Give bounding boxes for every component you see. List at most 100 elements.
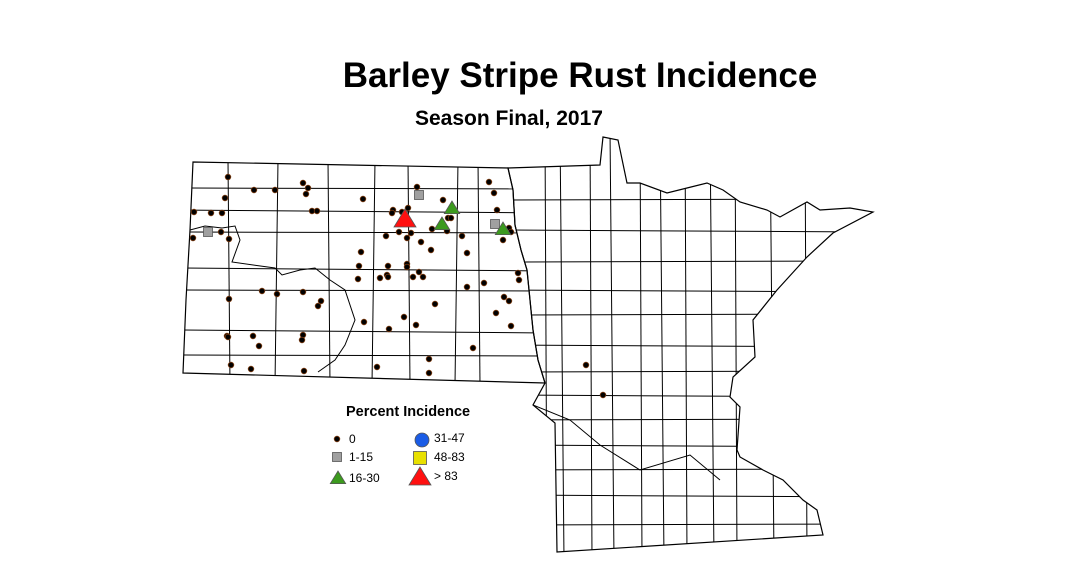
site-marker-0 xyxy=(218,209,226,217)
site-marker-0 xyxy=(582,361,590,369)
site-marker-0 xyxy=(480,279,488,287)
county-line xyxy=(508,260,873,263)
county-line xyxy=(508,313,873,316)
site-marker-0 xyxy=(458,232,466,240)
legend-symbol-1 xyxy=(332,452,342,462)
county-line xyxy=(508,418,873,421)
county-line xyxy=(508,523,873,526)
site-marker-0 xyxy=(250,186,258,194)
site-marker-0 xyxy=(409,273,417,281)
county-line xyxy=(609,137,615,552)
site-marker-0 xyxy=(403,234,411,242)
legend-symbol-3 xyxy=(414,432,430,448)
legend-symbol-2 xyxy=(329,470,347,485)
site-marker-0 xyxy=(385,325,393,333)
site-marker-0 xyxy=(255,342,263,350)
site-marker-0 xyxy=(428,225,436,233)
site-marker-0 xyxy=(359,195,367,203)
site-marker-0 xyxy=(463,283,471,291)
site-marker-0 xyxy=(376,274,384,282)
site-marker-0 xyxy=(298,336,306,344)
site-marker-0 xyxy=(514,269,522,277)
legend-symbol-5 xyxy=(408,466,432,486)
county-line xyxy=(454,162,459,383)
site-marker-0 xyxy=(190,208,198,216)
county-line xyxy=(684,137,688,552)
minnesota-river xyxy=(532,404,721,481)
site-marker-0 xyxy=(490,189,498,197)
site-marker-0 xyxy=(300,367,308,375)
site-marker-0 xyxy=(357,248,365,256)
county-line xyxy=(769,137,775,552)
site-marker-0 xyxy=(447,214,455,222)
site-marker-0 xyxy=(599,391,607,399)
county-line xyxy=(508,289,873,293)
site-marker-0 xyxy=(224,173,232,181)
site-marker-0 xyxy=(469,344,477,352)
county-line xyxy=(508,468,873,471)
county-line xyxy=(508,394,873,398)
site-marker-0 xyxy=(395,228,403,236)
site-marker-0 xyxy=(302,190,310,198)
county-line xyxy=(183,267,545,272)
legend-label-48-83: 48-83 xyxy=(434,450,465,464)
site-marker-0 xyxy=(388,209,396,217)
site-marker-0 xyxy=(403,263,411,271)
county-line xyxy=(227,162,231,383)
county-line xyxy=(183,231,545,234)
site-marker--83 xyxy=(393,208,417,228)
site-marker-0 xyxy=(249,332,257,340)
site-marker-0 xyxy=(419,273,427,281)
site-marker-0 xyxy=(225,295,233,303)
site-marker-0 xyxy=(189,234,197,242)
county-line xyxy=(183,289,545,292)
site-marker-16-30 xyxy=(443,200,461,215)
site-marker-0 xyxy=(314,302,322,310)
missouri-river-boundary xyxy=(189,225,356,373)
county-line xyxy=(183,209,545,214)
legend-label-16-30: 16-30 xyxy=(349,471,380,485)
legend-title: Percent Incidence xyxy=(346,404,471,420)
site-marker-0 xyxy=(425,369,433,377)
county-line xyxy=(327,162,331,383)
site-marker-0 xyxy=(417,238,425,246)
county-line xyxy=(477,162,481,383)
site-marker-0 xyxy=(485,178,493,186)
site-marker-0 xyxy=(439,196,447,204)
site-marker-0 xyxy=(271,186,279,194)
site-marker-0 xyxy=(360,318,368,326)
county-line xyxy=(508,370,873,373)
site-marker-0 xyxy=(415,268,423,276)
county-line xyxy=(407,162,411,383)
site-marker-0 xyxy=(492,309,500,317)
site-marker-0 xyxy=(299,288,307,296)
site-marker-16-30 xyxy=(494,221,512,236)
legend-label-31-47: 31-47 xyxy=(434,431,465,445)
site-marker-0 xyxy=(400,313,408,321)
site-marker-0 xyxy=(355,262,363,270)
map-subtitle: Season Final, 2017 xyxy=(415,107,603,130)
site-marker-0 xyxy=(425,355,433,363)
site-marker-0 xyxy=(404,204,412,212)
site-marker-0 xyxy=(515,276,523,284)
site-marker-0 xyxy=(505,297,513,305)
site-marker-0 xyxy=(412,321,420,329)
site-marker-0 xyxy=(493,206,501,214)
county-line xyxy=(734,137,738,552)
site-marker-0 xyxy=(407,229,415,237)
site-marker-0 xyxy=(427,246,435,254)
county-line xyxy=(508,198,873,201)
north-dakota-outline xyxy=(182,161,546,384)
county-line xyxy=(709,137,715,552)
site-marker-0 xyxy=(221,194,229,202)
site-marker-0 xyxy=(382,232,390,240)
legend-symbol-4 xyxy=(413,451,427,465)
legend-symbol-0 xyxy=(333,435,341,443)
site-marker-0 xyxy=(227,361,235,369)
site-marker-0 xyxy=(507,322,515,330)
site-marker-1-15 xyxy=(490,219,500,229)
site-marker-0 xyxy=(413,183,421,191)
site-marker-0 xyxy=(304,184,312,192)
legend-label-gt-83: > 83 xyxy=(434,469,458,483)
